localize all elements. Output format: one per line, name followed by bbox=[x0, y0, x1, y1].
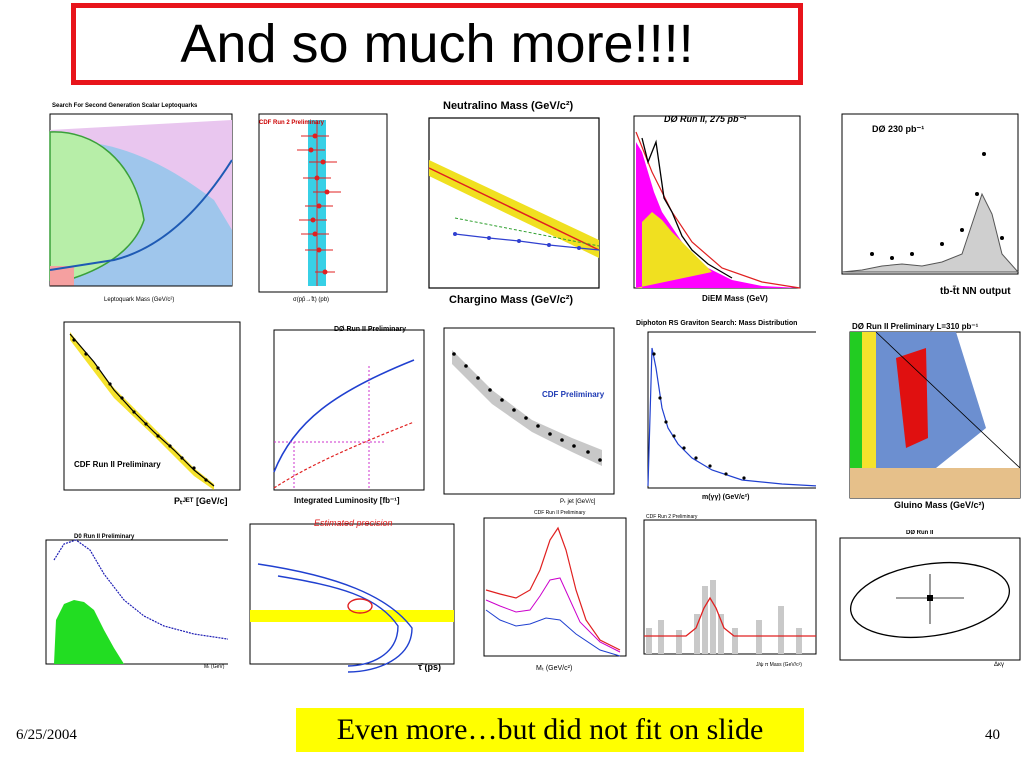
single-top-nn-title: DØ 230 pb⁻¹ bbox=[872, 124, 925, 134]
footer-date: 6/25/2004 bbox=[16, 727, 77, 743]
diphoton-xlabel: m(γγ) (GeV/c²) bbox=[702, 494, 750, 501]
significance-title: DØ Run II Preliminary bbox=[334, 326, 406, 333]
squark-gluino-title: DØ Run II Preliminary L=310 pb⁻¹ bbox=[852, 322, 979, 331]
w-mass-xlabel: Mₜ (GeV/c²) bbox=[536, 665, 573, 672]
panel-top-xsec: CDF Run 2 Preliminary σ(pp̄→t̄t) (pb) bbox=[253, 112, 393, 308]
panel-w-mass: CDF Run II Preliminary Mₜ (GeV/c²) bbox=[460, 510, 630, 678]
d0-bump-title: D0 Run II Preliminary bbox=[74, 534, 135, 540]
panel-bs-lifetime: Estimated precision τ̄ (ps) bbox=[228, 516, 458, 676]
significance-xlabel: Integrated Luminosity [fb⁻¹] bbox=[294, 496, 400, 505]
diphoton-plot bbox=[647, 331, 819, 489]
slide-title: And so much more!!!! bbox=[180, 14, 694, 74]
gmsb-title: Neutralino Mass (GeV/c²) bbox=[443, 100, 574, 112]
d0-bump-plot bbox=[45, 539, 235, 665]
leptoquarks-plot bbox=[49, 113, 233, 287]
leptoquarks-title: Search For Second Generation Scalar Lept… bbox=[52, 103, 198, 109]
panel-diphoton: Diphoton RS Graviton Search: Mass Distri… bbox=[622, 318, 822, 514]
cdf-jets-plot bbox=[443, 327, 615, 495]
top-xsec-xlabel: σ(pp̄→t̄t) (pb) bbox=[293, 297, 330, 303]
single-top-nn-plot bbox=[841, 113, 1020, 275]
w-mass-title: CDF Run II Preliminary bbox=[534, 510, 586, 516]
bs-lifetime-xlabel: τ̄ (ps) bbox=[418, 662, 442, 672]
bs-lifetime-plot bbox=[249, 523, 455, 673]
diphoton-title: Diphoton RS Graviton Search: Mass Distri… bbox=[636, 320, 798, 327]
panel-leptoquarks: Search For Second Generation Scalar Lept… bbox=[34, 100, 240, 310]
panel-cdf-jets: CDF Preliminary Pₜ jet [GeV/c] bbox=[432, 320, 618, 510]
ellipse-plot bbox=[839, 537, 1021, 661]
panel-significance: DØ Run II Preliminary Integrated Luminos… bbox=[254, 322, 430, 512]
leptoquarks-xlabel: Leptoquark Mass (GeV/c²) bbox=[104, 297, 175, 303]
panel-bs-mass: CDF Run 2 Preliminary J/ψ π Mass (GeV/c²… bbox=[636, 510, 820, 678]
jet-pt-xlabel: Pₜᴶᴱᵀ [GeV/c] bbox=[174, 496, 228, 506]
panel-squark-gluino: DØ Run II Preliminary L=310 pb⁻¹ Gluino … bbox=[816, 318, 1024, 514]
squark-gluino-plot bbox=[849, 331, 1021, 499]
diem-mass-xlabel: DiEM Mass (GeV) bbox=[702, 294, 768, 303]
gmsb-xlabel: Chargino Mass (GeV/c²) bbox=[449, 294, 574, 306]
panel-single-top-nn: DØ 230 pb⁻¹ tb-t̄t NN output bbox=[812, 104, 1024, 304]
panel-jet-pt: CDF Run II Preliminary Pₜᴶᴱᵀ [GeV/c] bbox=[34, 318, 244, 512]
bs-mass-xlabel: J/ψ π Mass (GeV/c²) bbox=[756, 662, 802, 668]
panel-diem-mass: DØ Run II, 275 pb⁻¹ DiEM Mass (GeV) bbox=[612, 102, 806, 308]
bs-mass-title: CDF Run 2 Preliminary bbox=[646, 514, 698, 520]
top-xsec-plot bbox=[258, 113, 388, 293]
cdf-jets-xlabel: Pₜ jet [GeV/c] bbox=[560, 499, 596, 505]
w-mass-plot bbox=[483, 517, 627, 657]
diem-mass-plot bbox=[633, 115, 801, 289]
ellipse-xlabel: Δκγ bbox=[994, 662, 1005, 668]
squark-gluino-xlabel: Gluino Mass (GeV/c²) bbox=[894, 500, 985, 510]
jet-pt-title: CDF Run II Preliminary bbox=[74, 460, 161, 469]
page-number: 40 bbox=[985, 727, 1000, 743]
significance-plot bbox=[273, 329, 425, 491]
panel-d0-bump: D0 Run II Preliminary Mₜ (GeV) bbox=[34, 530, 238, 672]
d0-bump-xlabel: Mₜ (GeV) bbox=[204, 664, 225, 670]
bs-mass-plot bbox=[643, 519, 817, 655]
single-top-nn-xlabel: tb-t̄t NN output bbox=[940, 286, 1011, 297]
gmsb-plot bbox=[428, 117, 600, 289]
panel-gmsb: Neutralino Mass (GeV/c²) Chargino Mass (… bbox=[399, 98, 606, 310]
ellipse-title: DØ Run II bbox=[906, 530, 934, 536]
cdf-jets-title: CDF Preliminary bbox=[542, 390, 605, 399]
panel-ellipse: DØ Run II Δκγ bbox=[826, 530, 1024, 674]
slide-title-box: And so much more!!!! bbox=[71, 3, 803, 85]
overflow-note: Even more…but did not fit on slide bbox=[336, 713, 764, 746]
diem-mass-title: DØ Run II, 275 pb⁻¹ bbox=[664, 114, 747, 124]
jet-pt-plot bbox=[63, 321, 241, 491]
overflow-note-box: Even more…but did not fit on slide bbox=[296, 708, 804, 752]
top-xsec-title: CDF Run 2 Preliminary bbox=[259, 120, 325, 126]
bs-lifetime-title: Estimated precision bbox=[314, 518, 393, 528]
